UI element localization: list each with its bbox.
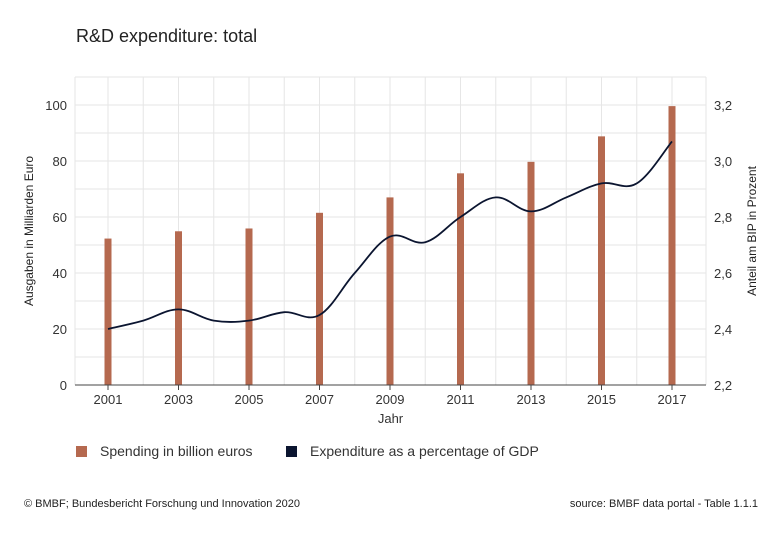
y-right-tick-label: 3,2 (714, 98, 732, 113)
x-tick-label: 2011 (447, 392, 475, 407)
legend-label-spending: Spending in billion euros (100, 443, 253, 459)
axes: 2001 2003 2005 2007 2009 2011 2013 2015 2017 0 20 4… (22, 98, 759, 426)
bar-2001 (104, 238, 112, 385)
bar-2007 (316, 212, 323, 385)
bar-series (104, 106, 676, 386)
y-right-tick-label: 2,4 (714, 322, 732, 337)
y-left-tick-label: 60 (53, 210, 67, 225)
y-right-tick-label: 2,2 (714, 378, 732, 393)
x-tick-label: 2003 (164, 392, 193, 407)
bar-2011 (457, 173, 464, 385)
x-tick-label: 2015 (587, 392, 616, 407)
y-left-tick-label: 0 (60, 378, 67, 393)
bar-2005 (245, 228, 253, 385)
y-left-tick-label: 20 (53, 322, 67, 337)
y-left-axis-title: Ausgaben in Milliarden Euro (22, 156, 36, 306)
x-tick-label: 2013 (517, 392, 546, 407)
x-tick-label: 2007 (305, 392, 334, 407)
legend-item-gdp-share[interactable]: Expenditure as a percentage of GDP (286, 443, 539, 459)
x-tick-label: 2005 (235, 392, 264, 407)
footer-copyright: © BMBF; Bundesbericht Forschung und Inno… (24, 498, 300, 510)
chart-title: R&D expenditure: total (76, 26, 258, 46)
bar-2003 (175, 231, 182, 385)
legend-label-gdp-share: Expenditure as a percentage of GDP (310, 443, 539, 459)
y-right-tick-label: 2,8 (714, 210, 732, 225)
x-tick-label: 2009 (376, 392, 405, 407)
bar-2013 (527, 161, 535, 385)
legend-swatch-spending (76, 445, 87, 457)
x-tick-label: 2017 (658, 392, 687, 407)
footer-source: source: BMBF data portal - Table 1.1.1 (569, 498, 758, 510)
x-axis-title: Jahr (378, 411, 404, 426)
line-series (107, 140, 673, 330)
legend-swatch-gdp-share (286, 445, 297, 457)
y-right-tick-label: 2,6 (714, 266, 732, 281)
y-right-axis-title: Anteil am BIP in Prozent (745, 165, 759, 296)
bar-2009 (386, 197, 394, 385)
y-left-tick-label: 40 (53, 266, 67, 281)
gdp-share-line (107, 140, 673, 330)
y-right-tick-label: 3,0 (714, 154, 732, 169)
y-left-tick-label: 80 (53, 154, 67, 169)
bar-2017 (668, 106, 676, 386)
y-left-tick-label: 100 (45, 98, 67, 113)
bar-2015 (598, 136, 605, 385)
x-tick-label: 2001 (94, 392, 123, 407)
legend-item-spending[interactable]: Spending in billion euros (76, 443, 253, 459)
